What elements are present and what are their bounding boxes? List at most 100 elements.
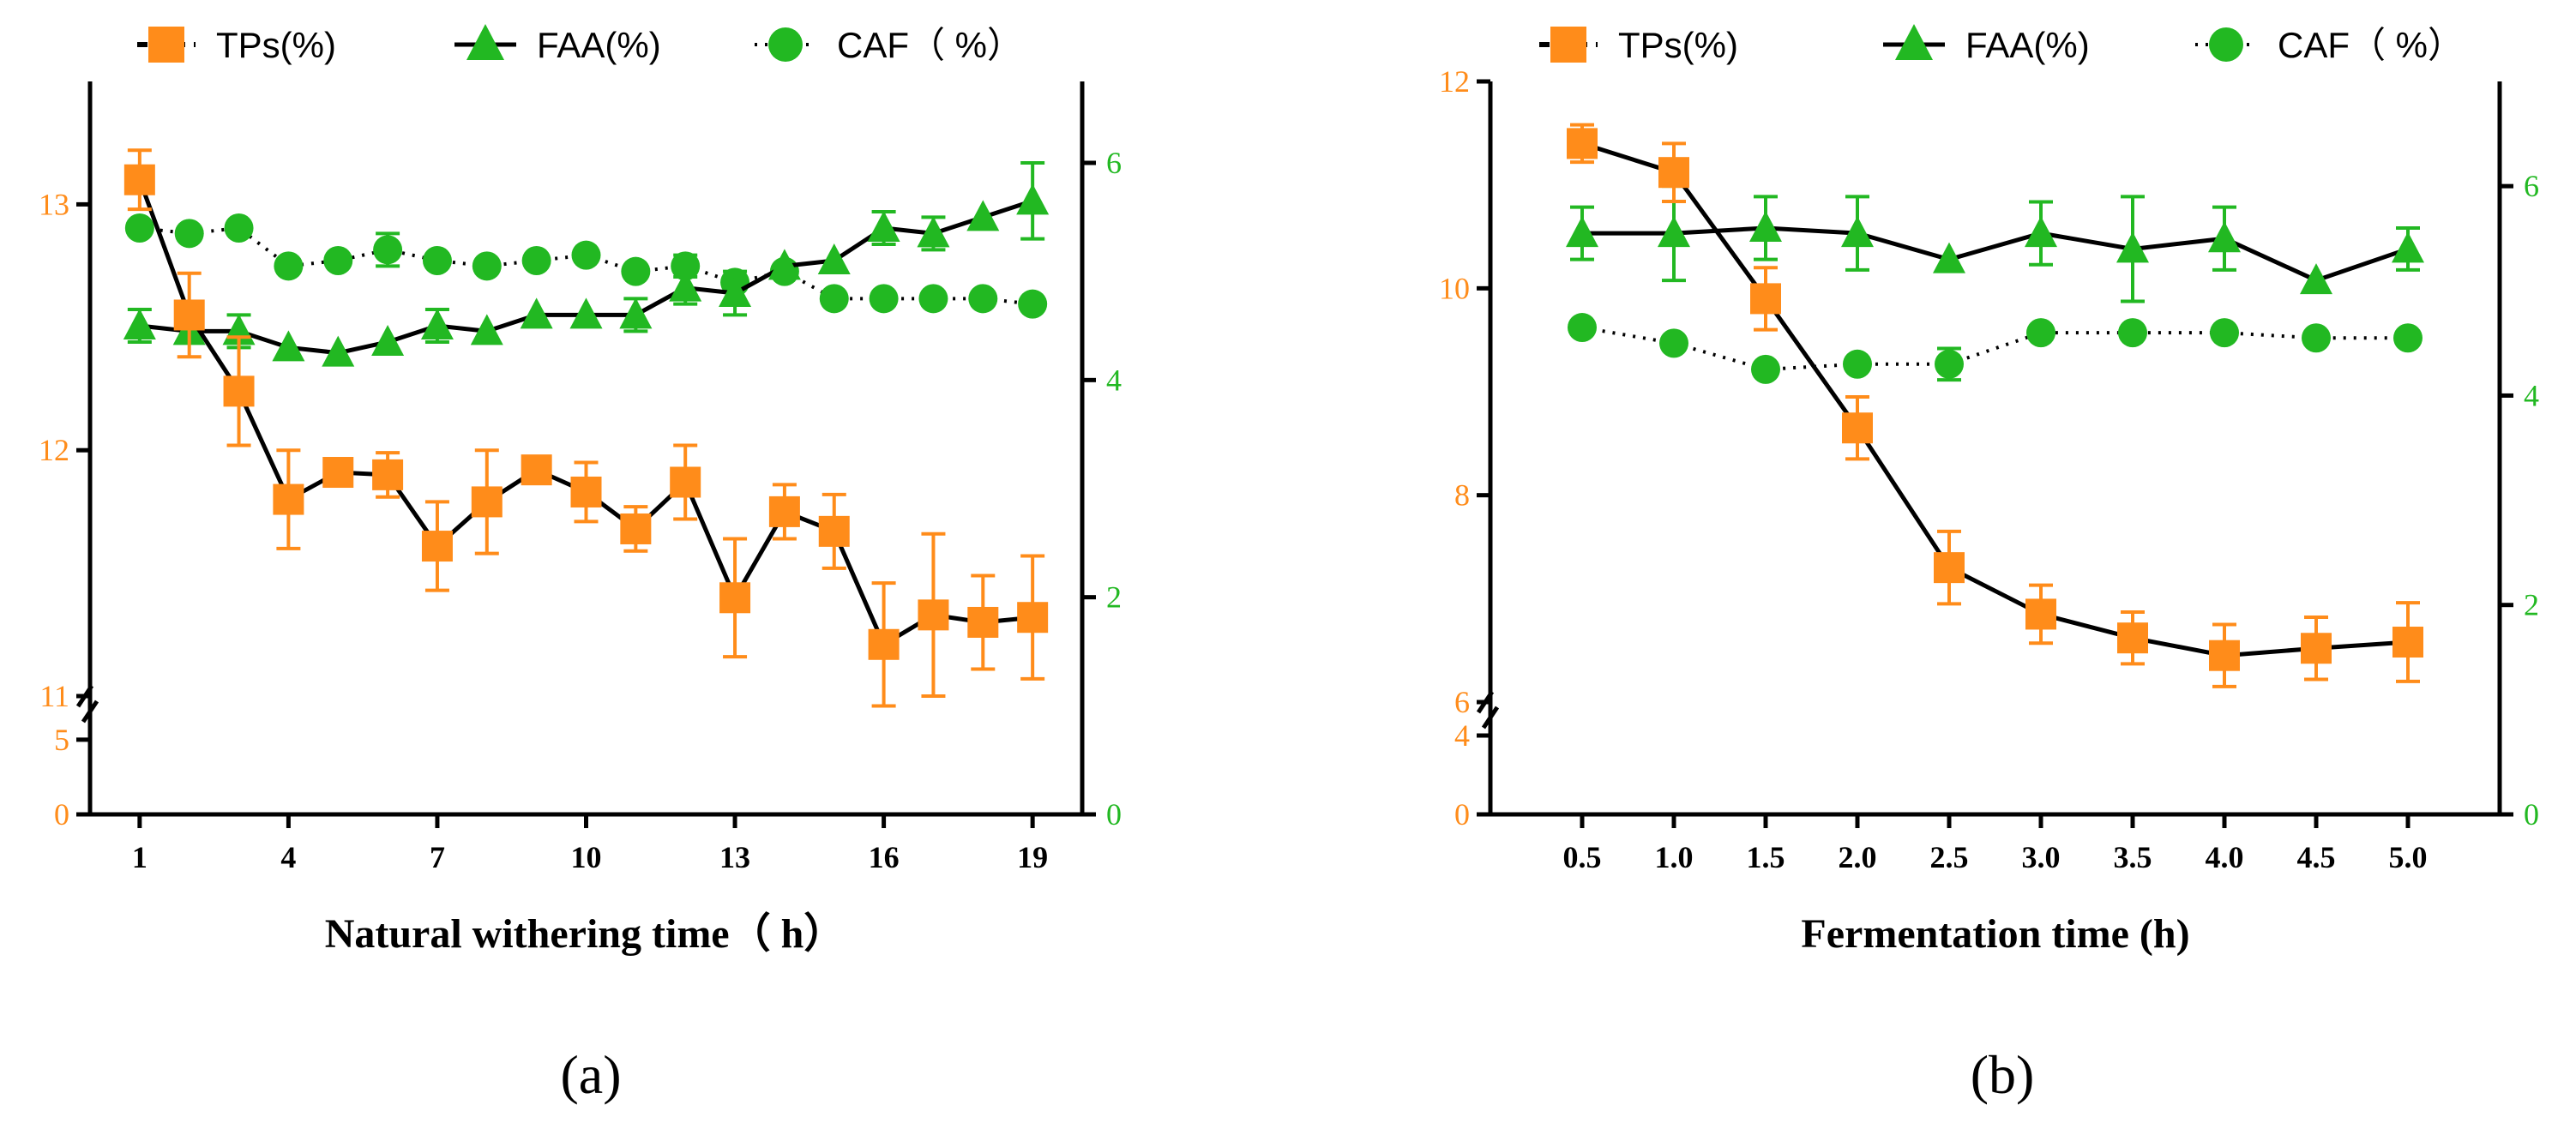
data-point-tps	[1750, 283, 1781, 315]
data-point-faa	[719, 276, 752, 307]
data-point-faa	[520, 297, 553, 329]
panel-label: (a)	[560, 1044, 621, 1105]
data-point-faa	[420, 309, 454, 339]
data-point-faa	[917, 216, 950, 248]
data-point-caf	[1659, 328, 1688, 358]
x-tick-label: 4.5	[2297, 840, 2336, 874]
data-point-tps	[1658, 157, 1689, 189]
data-point-faa	[569, 297, 603, 329]
legend-label-faa: FAA(%)	[1965, 25, 2090, 65]
y-left-tick-label: 5	[54, 723, 69, 757]
data-point-caf	[1935, 349, 1964, 379]
data-point-caf	[1018, 289, 1048, 319]
legend: TPs(%) FAA(%) CAF（ %）	[137, 24, 1023, 65]
y-left-tick-label: 13	[39, 187, 69, 221]
data-point-faa	[2392, 231, 2424, 263]
data-point-caf	[373, 235, 403, 265]
x-tick-label: 4	[280, 840, 296, 874]
data-point-tps	[471, 486, 503, 518]
data-point-caf	[2393, 323, 2423, 353]
data-point-tps	[372, 459, 404, 490]
x-tick-label: 3.5	[2114, 840, 2152, 874]
data-point-tps	[620, 513, 652, 544]
data-point-caf	[918, 284, 948, 314]
data-point-tps	[719, 582, 751, 614]
data-point-tps	[768, 495, 800, 527]
data-point-tps	[818, 515, 850, 547]
y-right-tick-label: 2	[2524, 588, 2539, 622]
data-point-faa	[272, 330, 305, 362]
panel-a-chart: TPs(%) FAA(%) CAF（ %） 1 4 7 10 13 16 190511121…	[39, 24, 1122, 1105]
data-point-caf	[671, 251, 701, 281]
panel-b-chart: TPs(%) FAA(%) CAF（ %） 0.5 1.0 1.5 2.0 2.5 3.0…	[1439, 24, 2539, 1105]
data-point-tps	[1934, 552, 1965, 584]
legend-label-caf: CAF（ %）	[837, 25, 1023, 65]
data-point-tps	[868, 628, 900, 660]
data-point-faa	[767, 249, 801, 280]
y-left-tick-label: 12	[39, 433, 69, 467]
legend: TPs(%) FAA(%) CAF（ %）	[1539, 24, 2464, 65]
data-point-tps	[173, 299, 205, 331]
data-point-faa	[371, 325, 405, 356]
y-left-tick-label: 0	[1454, 797, 1470, 832]
data-point-caf	[819, 284, 849, 314]
data-point-tps	[421, 531, 453, 562]
data-point-tps	[1842, 412, 1873, 444]
data-point-faa	[2025, 216, 2057, 248]
y-right-tick-label: 6	[1106, 146, 1122, 180]
y-right-tick-label: 0	[2524, 797, 2539, 832]
data-point-tps	[2301, 633, 2332, 664]
legend-label-tps: TPs(%)	[1618, 25, 1738, 65]
x-axis-label: Natural withering time（ h）	[325, 911, 846, 957]
data-point-caf	[323, 246, 353, 275]
plot-area: 1 4 7 10 13 16 19 0 5 11 12 13 0 2 4 6	[39, 81, 1122, 874]
x-tick-label: 16	[869, 840, 900, 874]
data-point-faa	[669, 270, 702, 302]
legend-item-tps: TPs(%)	[137, 25, 336, 65]
data-point-tps	[123, 164, 155, 195]
legend-item-tps: TPs(%)	[1539, 25, 1738, 65]
x-tick-label: 5.0	[2389, 840, 2428, 874]
plot-area: 0.5 1.0 1.5 2.0 2.5 3.0 3.5 4.0 4.5 5.00468101202…	[1439, 64, 2539, 874]
data-point-faa	[1841, 216, 1874, 248]
y-left-tick-label: 4	[1454, 718, 1470, 753]
data-point-caf	[1568, 313, 1597, 343]
data-point-tps	[967, 606, 999, 638]
legend-item-caf: CAF（ %）	[755, 25, 1023, 65]
legend-label-faa: FAA(%)	[537, 25, 661, 65]
data-point-faa	[470, 314, 503, 345]
data-point-tps	[570, 476, 602, 507]
x-tick-label: 2.0	[1839, 840, 1877, 874]
series-line-faa	[139, 198, 1033, 356]
data-point-caf	[2210, 318, 2239, 348]
x-axis-label: Fermentation time (h)	[1801, 911, 2189, 957]
axis-break-mark	[1481, 706, 1500, 730]
series-line-caf	[1581, 326, 2408, 371]
data-point-tps	[918, 599, 949, 631]
x-tick-label: 1.0	[1655, 840, 1694, 874]
data-point-tps	[273, 483, 304, 515]
data-point-faa	[867, 211, 900, 242]
y-right-tick-label: 0	[1106, 797, 1122, 832]
data-point-faa	[2208, 221, 2241, 253]
data-point-caf	[2026, 318, 2055, 348]
data-point-caf	[2302, 323, 2331, 353]
x-tick-label: 19	[1017, 840, 1048, 874]
y-left-tick-label: 11	[39, 679, 69, 713]
data-point-caf	[1751, 354, 1780, 384]
data-point-caf	[224, 213, 254, 243]
y-right-tick-label: 6	[2524, 169, 2539, 203]
data-point-faa	[1658, 216, 1690, 248]
legend-label-tps: TPs(%)	[216, 25, 336, 65]
y-right-tick-label: 4	[2524, 378, 2539, 412]
data-point-faa	[123, 309, 156, 339]
y-left-tick-label: 8	[1454, 478, 1470, 513]
x-tick-label: 3.0	[2022, 840, 2061, 874]
x-tick-label: 7	[430, 840, 445, 874]
data-point-caf	[621, 256, 651, 286]
axis-break-mark	[81, 700, 99, 724]
y-left-tick-label: 0	[54, 797, 69, 832]
y-left-tick-label: 12	[1439, 64, 1470, 99]
x-tick-label: 2.5	[1930, 840, 1969, 874]
